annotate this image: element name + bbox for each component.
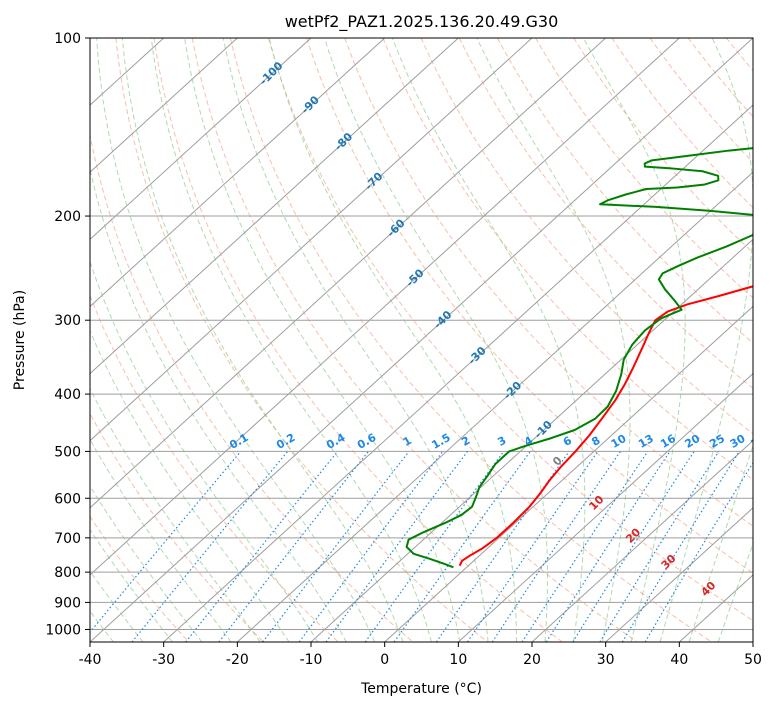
y-tick-label: 200: [54, 209, 81, 225]
dry-adiabat-line: [268, 38, 753, 622]
isotherm-gridline: [90, 38, 607, 509]
isotherm-gridline: [90, 38, 533, 442]
isotherm-gridline: [90, 38, 238, 173]
mixing-ratio-line: [435, 451, 570, 642]
dry-adiabat-line: [496, 38, 753, 344]
dry-adiabat-line: [153, 38, 563, 642]
dry-adiabats: [90, 38, 753, 642]
isotherm-gridline: [457, 372, 753, 642]
y-tick-label: 400: [54, 387, 81, 403]
y-axis-label: Pressure (hPa): [12, 290, 28, 390]
mixing-ratio-line: [325, 451, 469, 642]
x-tick-label: 10: [449, 652, 467, 668]
isotherm-gridline: [90, 38, 386, 308]
mixing-ratio-line: [185, 451, 339, 642]
dry-adiabat-line: [535, 38, 753, 299]
mixing-ratio-line: [599, 451, 720, 642]
y-tick-label: 1000: [45, 622, 81, 638]
dry-adiabat-line: [382, 38, 753, 481]
moist-adiabat-line: [96, 38, 376, 642]
moist-adiabat-line: [90, 329, 290, 642]
moist-adiabat-line: [268, 38, 517, 642]
chart-title: wetPf2_PAZ1.2025.136.20.49.G30: [285, 12, 559, 32]
plot-frame: [89, 37, 754, 643]
x-tick-label: 40: [670, 652, 688, 668]
x-tick-label: 0: [380, 652, 389, 668]
mixing-ratio-line: [90, 451, 242, 634]
moist-adiabat-line: [582, 38, 686, 642]
x-tick-label: -40: [79, 652, 102, 668]
moist-adiabat-line: [90, 387, 261, 642]
mixing-ratio-line: [393, 451, 531, 642]
y-tick-label: 700: [54, 531, 81, 547]
dry-adiabat-line: [90, 515, 190, 642]
moist-adiabat-line: [90, 438, 232, 642]
isotherm-gridline: [163, 104, 753, 642]
mixing-ratio-line: [298, 451, 444, 642]
moist-adiabat-line: [324, 38, 549, 642]
isotherm-gridline: [310, 238, 753, 642]
y-tick-label: 500: [54, 444, 81, 460]
isotherm-gridline: [90, 38, 312, 241]
mixing-ratio-line: [131, 451, 289, 642]
mixing-ratio-line: [621, 451, 740, 642]
dry-adiabat-line: [90, 132, 414, 642]
moist-adiabat-line: [659, 38, 753, 642]
mixing-ratio-line: [364, 451, 505, 642]
moist-adiabat-line: [184, 38, 461, 642]
x-axis-label: Temperature (°C): [360, 681, 482, 697]
sounding-series: [405, 147, 753, 569]
moist-adiabat-line: [121, 38, 404, 642]
dry-adiabat-line: [229, 38, 712, 642]
moist-adiabat-line: [222, 38, 489, 642]
isotherm-gridline: [236, 171, 753, 642]
moist-adiabat-line: [90, 166, 347, 642]
y-tick-label: 600: [54, 491, 81, 507]
moist-adiabat-line: [90, 260, 319, 642]
isotherm-gridline: [531, 439, 753, 642]
dry-adiabat-line: [90, 412, 264, 642]
mixing-ratio-line: [545, 451, 671, 642]
x-tick-label: -20: [226, 652, 249, 668]
y-tick-label: 100: [54, 31, 81, 47]
moist-adiabat-line: [476, 38, 631, 642]
moist-adiabat-line: [150, 38, 432, 642]
x-axis: -40 -30 -20 -10 0 10 20 30 40 50: [79, 642, 762, 668]
isotherm-gridline: [90, 38, 753, 642]
isotherm-gridline: [90, 38, 680, 576]
isotherm-gridline: [384, 305, 753, 642]
mixing-ratio-label: 36: [748, 432, 768, 451]
mixing-ratio-line: [491, 451, 621, 642]
moist-adiabat-line: [688, 444, 753, 642]
dewpoint-profile-line: [405, 147, 753, 569]
y-tick-label: 800: [54, 565, 81, 581]
y-axis: 100 200 300 400 500 600 700 800 900 1000: [45, 31, 90, 638]
mixing-ratio-line: [467, 451, 599, 642]
isotherm-gridlines: [90, 38, 753, 642]
mixing-ratio-line: [521, 451, 649, 642]
mixing-ratio-line: [262, 451, 410, 642]
dry-adiabat-line: [306, 38, 753, 574]
isobar-gridlines: [90, 38, 753, 630]
mixing-ratio-lines: [90, 451, 753, 642]
x-tick-label: 30: [597, 652, 615, 668]
x-tick-label: -10: [300, 652, 323, 668]
x-tick-label: 50: [744, 652, 762, 668]
temperature-profile-line: [458, 285, 753, 567]
dry-adiabat-line: [191, 38, 638, 642]
x-tick-label: -30: [152, 652, 175, 668]
moist-adiabat-line: [717, 542, 753, 642]
x-tick-label: 20: [523, 652, 541, 668]
isotherm-gridline: [605, 507, 753, 642]
y-tick-label: 300: [54, 313, 81, 329]
y-tick-label: 900: [54, 595, 81, 611]
isotherm-gridline: [90, 38, 459, 375]
